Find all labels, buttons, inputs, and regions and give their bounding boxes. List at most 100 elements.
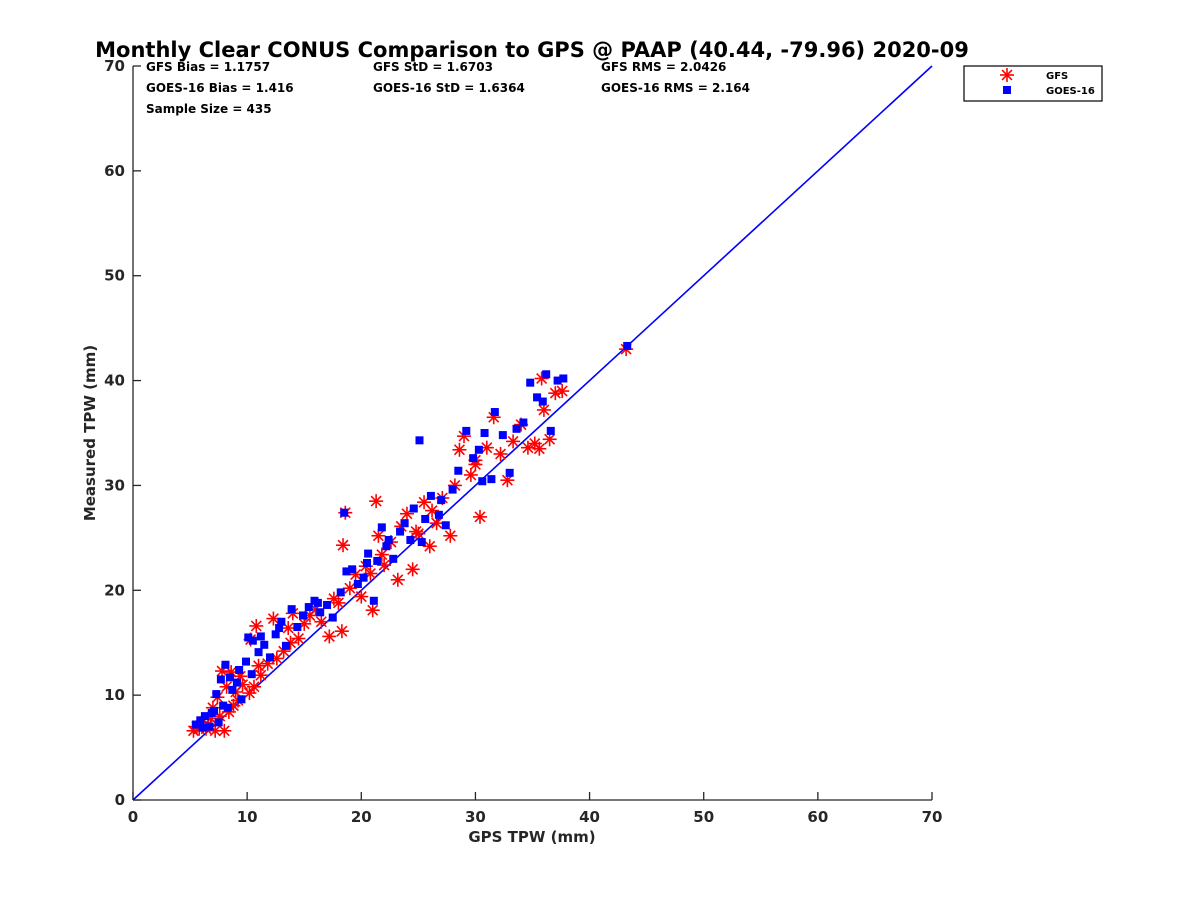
goes16-point xyxy=(328,613,337,622)
gfs-point-stroke xyxy=(426,505,438,517)
gfs-point xyxy=(314,614,329,629)
goes16-point xyxy=(409,504,418,513)
gfs-point xyxy=(555,384,570,399)
gfs-point-stroke xyxy=(474,511,486,523)
goes16-point xyxy=(248,636,257,645)
goes16-point xyxy=(362,559,371,568)
goes16-point xyxy=(478,477,487,486)
goes16-point xyxy=(271,630,280,639)
gfs-point-stroke xyxy=(481,442,493,454)
gfs-point xyxy=(409,524,424,539)
gfs-point-stroke xyxy=(453,444,465,456)
gfs-point-stroke xyxy=(267,613,279,625)
gfs-point xyxy=(371,528,386,543)
goes16-point xyxy=(221,660,230,669)
gfs-point xyxy=(452,442,467,457)
gfs-point-stroke xyxy=(287,607,299,619)
goes16-point xyxy=(384,535,393,544)
goes16-point xyxy=(526,378,535,387)
gfs-point-stroke xyxy=(332,597,344,609)
legend-box xyxy=(963,65,1103,102)
legend-gfs-asterisk-stroke xyxy=(1001,69,1013,81)
goes16-point xyxy=(275,624,284,633)
gfs-point-stroke xyxy=(522,442,534,454)
gfs-point xyxy=(251,658,266,673)
gfs-point-stroke xyxy=(549,387,561,399)
goes16-point xyxy=(191,720,200,729)
goes16-point xyxy=(316,608,325,617)
gfs-point xyxy=(405,562,420,577)
y-tick-label: 10 xyxy=(104,686,125,704)
goes-rms-annotation: GOES-16 RMS = 2.164 xyxy=(601,81,750,95)
goes16-point xyxy=(299,611,308,620)
goes16-point xyxy=(448,485,457,494)
gfs-point-stroke xyxy=(350,569,362,581)
gfs-point-stroke xyxy=(469,458,481,470)
goes16-point xyxy=(474,445,483,454)
goes16-point xyxy=(212,690,221,699)
gfs-point-stroke xyxy=(223,706,235,718)
goes16-point xyxy=(441,521,450,530)
gfs-point-stroke xyxy=(344,582,356,594)
goes16-point xyxy=(498,431,507,440)
goes16-point xyxy=(293,622,302,631)
gfs-point xyxy=(246,679,261,694)
gfs-point-stroke xyxy=(533,443,545,455)
x-tick-label: 50 xyxy=(693,808,714,826)
legend-gfs-marker xyxy=(1000,68,1014,82)
gfs-point xyxy=(322,629,337,644)
gfs-point-stroke xyxy=(407,563,419,575)
gfs-point-stroke xyxy=(410,526,422,538)
gfs-point-stroke xyxy=(372,530,384,542)
goes16-point xyxy=(415,436,424,445)
goes16-point xyxy=(553,376,562,385)
goes16-point xyxy=(281,641,290,650)
y-tick-label: 50 xyxy=(104,267,125,285)
goes16-point xyxy=(623,341,632,350)
x-tick-label: 10 xyxy=(237,808,258,826)
y-tick-label: 60 xyxy=(104,162,125,180)
sample-size-annotation: Sample Size = 435 xyxy=(146,102,272,116)
y-tick-label: 0 xyxy=(115,791,125,809)
goes16-point xyxy=(426,491,435,500)
goes16-point xyxy=(207,708,216,717)
legend: GFS GOES-16 xyxy=(963,65,1103,102)
gfs-point-stroke xyxy=(323,630,335,642)
goes16-point xyxy=(336,588,345,597)
plot-area: 0 10 20 30 40 50 60 70 0 10 20 30 40 50 60 70 xyxy=(104,57,942,826)
gfs-point-stroke xyxy=(237,679,249,691)
goes16-point xyxy=(287,605,296,614)
goes16-point xyxy=(353,579,362,588)
goes16-point xyxy=(377,523,386,532)
goes16-point xyxy=(342,567,351,576)
goes16-point xyxy=(226,673,235,682)
goes16-point xyxy=(304,603,313,612)
gfs-bias-annotation: GFS Bias = 1.1757 xyxy=(146,60,270,74)
goes16-point xyxy=(546,426,555,435)
goes16-point xyxy=(434,510,443,519)
gfs-point xyxy=(253,668,268,683)
x-tick-label: 70 xyxy=(922,808,943,826)
x-tick-label: 60 xyxy=(807,808,828,826)
gfs-point xyxy=(217,723,232,738)
gfs-point-stroke xyxy=(209,725,221,737)
gfs-point-stroke xyxy=(444,530,456,542)
goes16-point xyxy=(359,573,368,582)
gfs-point xyxy=(249,618,264,633)
goes16-point xyxy=(487,475,496,484)
gfs-point-stroke xyxy=(378,559,390,571)
gfs-point-stroke xyxy=(250,620,262,632)
goes16-point xyxy=(400,519,409,528)
goes16-point xyxy=(373,556,382,565)
gfs-point xyxy=(331,595,346,610)
gfs-point xyxy=(532,441,547,456)
legend-gfs-label: GFS xyxy=(1046,71,1068,82)
goes16-point xyxy=(205,722,214,731)
gfs-point xyxy=(334,624,349,639)
goes16-point xyxy=(505,468,514,477)
goes16-point xyxy=(490,408,499,417)
goes16-point xyxy=(260,640,269,649)
goes16-point xyxy=(235,665,244,674)
goes16-point xyxy=(533,393,542,402)
goes16-point xyxy=(247,670,256,679)
